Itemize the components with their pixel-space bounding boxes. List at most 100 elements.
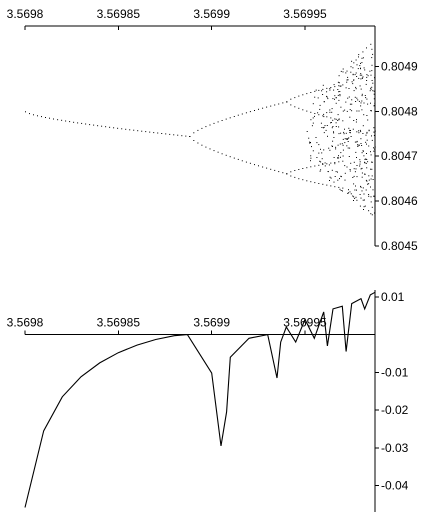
chaotic-point [334,95,336,97]
chaotic-point [355,59,357,61]
chaotic-point [353,161,355,163]
chaotic-point [345,101,347,103]
chaotic-point [339,178,340,180]
chaotic-point [370,196,372,198]
chaotic-point [357,68,359,70]
chaotic-point [346,70,348,72]
chaotic-point [373,131,375,133]
chaotic-point [371,135,372,137]
chaotic-point [347,192,349,194]
bifurcation-point [302,94,304,96]
chaotic-point [363,199,365,201]
chaotic-point [373,93,375,95]
chaotic-point [310,160,311,162]
chaotic-point [346,110,348,112]
chaotic-point [363,193,365,195]
chaotic-point [311,146,312,148]
bottom-y-tick-label: -0.01 [381,365,409,379]
bifurcation-point [205,146,207,148]
bifurcation-point [314,182,316,184]
chaotic-point [374,148,376,150]
bifurcation-point [185,135,187,137]
chaotic-point [346,138,348,140]
bifurcation-point [45,117,46,118]
chaotic-point [329,176,331,178]
chaotic-point [364,95,366,96]
chaotic-point [367,161,369,163]
chaotic-point [339,188,341,190]
chaotic-point [315,89,317,91]
chaotic-point [364,69,366,71]
lyapunov-chart: 3.5698 3.56985 3.5699 3.56995 0.01 -0.01 -0.02… [7,290,409,512]
chaotic-point [346,81,348,83]
chaotic-point [309,141,311,143]
chaotic-point [339,91,341,92]
chaotic-point [368,183,370,185]
chaotic-point [349,132,351,134]
top-x-tick-label: 3.56985 [97,7,141,21]
chaotic-point [326,95,327,97]
chaotic-point [328,147,330,149]
bottom-x-tick-label: 3.5699 [193,316,230,330]
chaotic-point [366,76,368,78]
bifurcation-point [306,180,308,182]
chaotic-point [338,118,340,120]
bifurcation-point [161,133,163,134]
chaotic-point [331,108,333,110]
chaotic-point [312,117,314,119]
chaotic-point [362,125,364,127]
chaotic-point [338,75,340,77]
chaotic-point [370,88,372,90]
chaotic-point [365,141,367,143]
bottom-y-tick-label: 0.01 [381,290,405,304]
bifurcation-point [201,127,203,129]
chaotic-point [371,80,373,81]
bifurcation-point [270,168,272,170]
chaotic-point [374,45,376,47]
chaotic-point [365,162,367,164]
chaotic-point [363,67,365,69]
bifurcation-point [241,160,243,162]
chaotic-point [347,138,349,140]
chaotic-point [371,214,373,216]
chaotic-point [364,205,366,207]
chaotic-point [352,128,354,130]
bifurcation-point [101,125,103,127]
bifurcation-point [153,132,155,134]
chaotic-point [345,132,347,134]
chaotic-point [353,168,355,170]
bifurcation-point [201,144,203,146]
chaotic-point [366,47,367,49]
bifurcation-point [290,171,292,173]
chaotic-point [355,86,357,88]
chaotic-point [333,89,335,91]
bifurcation-point [322,115,324,117]
chaotic-point [364,158,366,160]
chaotic-point [340,132,342,134]
bifurcation-point [318,114,320,116]
chaotic-point [335,171,337,173]
chaotic-point [355,88,357,90]
chaotic-point [333,84,335,86]
bifurcation-point [193,140,195,141]
chaotic-point [354,74,356,76]
bifurcation-point [145,131,147,133]
bifurcation-point [245,112,247,114]
chaotic-point [348,88,350,89]
bifurcation-point [258,165,259,167]
bifurcation-point [93,124,95,126]
bifurcation-point [326,163,328,165]
chaotic-point [352,73,354,75]
chaotic-point [370,151,371,153]
bifurcation-point [266,167,268,169]
chaotic-point [361,145,363,146]
chaotic-point [342,71,344,73]
chaotic-point [371,139,373,141]
chaotic-point [353,183,355,185]
bifurcation-point [141,130,143,132]
chaotic-point [363,155,365,157]
chaotic-point [368,195,370,197]
bifurcation-point [85,123,87,125]
chaotic-point [372,179,374,180]
chaotic-point [350,136,352,137]
